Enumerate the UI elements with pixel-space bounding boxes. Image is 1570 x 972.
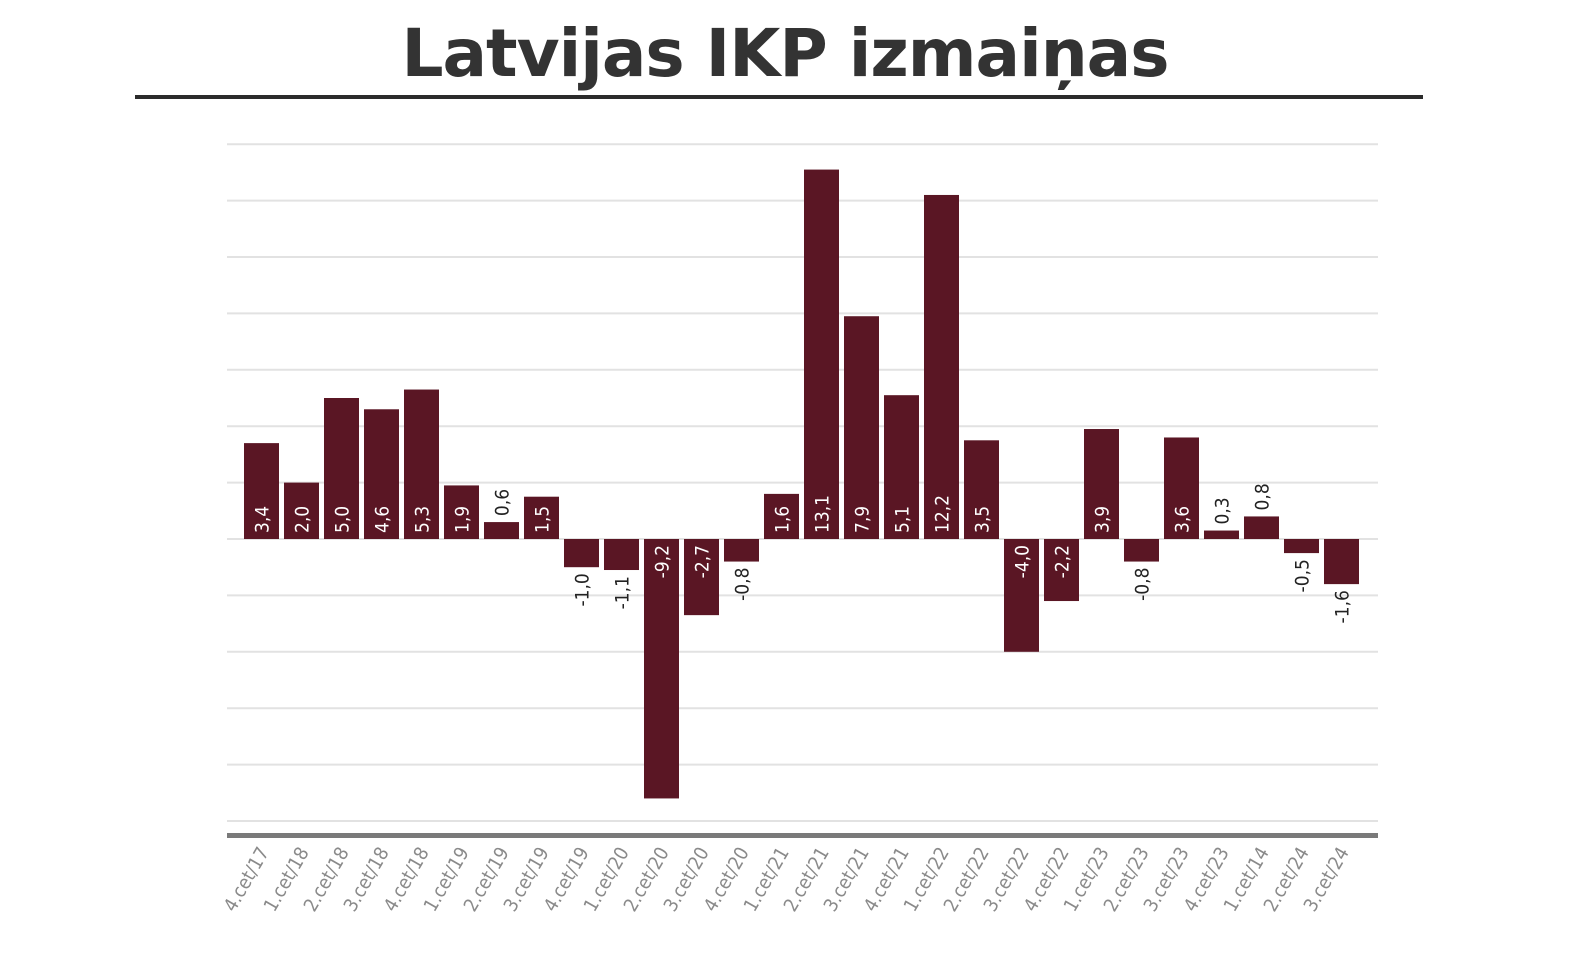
bar	[964, 440, 999, 539]
bar-value-label: -2,7	[692, 545, 714, 578]
bar-value-label: 12,2	[932, 495, 954, 533]
bar	[404, 389, 439, 539]
bar-value-label: -0,8	[1132, 568, 1154, 601]
bar-value-label: -0,8	[732, 568, 754, 601]
bar-value-label: -1,1	[612, 576, 634, 609]
bar	[644, 539, 679, 799]
x-axis-line	[227, 833, 1378, 838]
bar	[924, 194, 959, 539]
bar-value-label: 0,3	[1212, 497, 1234, 524]
bar-value-label: 3,6	[1172, 506, 1194, 533]
bar-value-label: 5,1	[892, 506, 914, 533]
bar-value-label: 7,9	[852, 506, 874, 533]
bar	[1324, 539, 1359, 585]
chart-title: Latvijas IKP izmaiņas	[401, 15, 1169, 92]
bar-value-label: 13,1	[812, 495, 834, 533]
bar-value-label: 1,9	[452, 506, 474, 533]
bar-value-label: 3,4	[252, 506, 274, 533]
bar	[1204, 530, 1239, 539]
bar	[1164, 437, 1199, 539]
bar-value-label: 5,0	[332, 506, 354, 533]
bar-value-label: -9,2	[652, 545, 674, 578]
bar-value-label: 3,5	[972, 506, 994, 533]
bar	[1084, 429, 1119, 539]
bar	[884, 395, 919, 539]
bar	[1044, 539, 1079, 602]
bar	[684, 539, 719, 616]
bar	[324, 398, 359, 539]
bar-value-label: 1,6	[772, 506, 794, 533]
bar	[724, 539, 759, 562]
bar-value-label: 0,6	[492, 489, 514, 516]
bar	[244, 443, 279, 539]
bar	[764, 493, 799, 539]
bar	[564, 539, 599, 568]
bar	[804, 169, 839, 539]
bar	[444, 485, 479, 539]
bar-value-label: -1,0	[572, 573, 594, 606]
bar-value-label: -2,2	[1052, 545, 1074, 578]
bar	[1284, 539, 1319, 554]
bar	[1244, 516, 1279, 539]
bar	[524, 496, 559, 539]
bar-value-label: 2,0	[292, 506, 314, 533]
title-underline	[135, 95, 1423, 99]
bar	[604, 539, 639, 571]
bar-value-label: -1,6	[1332, 590, 1354, 623]
bar	[284, 482, 319, 539]
bar-value-label: 5,3	[412, 506, 434, 533]
bar-value-label: -4,0	[1012, 545, 1034, 578]
bar-value-label: 1,5	[532, 506, 554, 533]
bar-value-label: 0,8	[1252, 483, 1274, 510]
bar-value-label: -0,5	[1292, 559, 1314, 592]
bar-value-label: 3,9	[1092, 506, 1114, 533]
bar	[364, 409, 399, 539]
bar	[1124, 539, 1159, 562]
bar	[844, 316, 879, 539]
bar	[1004, 539, 1039, 652]
bar-value-label: 4,6	[372, 506, 394, 533]
bar	[484, 522, 519, 539]
